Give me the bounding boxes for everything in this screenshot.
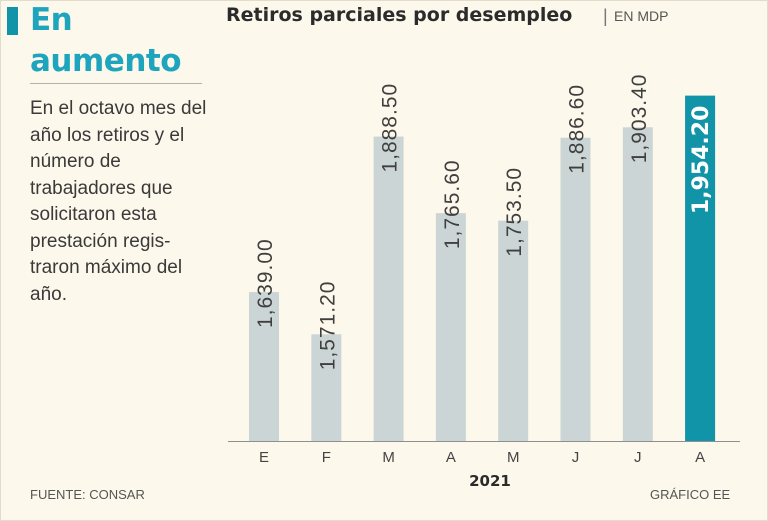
headline-line-2: aumento xyxy=(30,43,182,79)
x-axis-label: 2021 xyxy=(469,472,511,490)
value-label-6: 1,886.60 xyxy=(566,84,589,174)
title-separator: | xyxy=(603,6,608,26)
x-tick-label-5: M xyxy=(507,449,520,466)
x-tick-label-2: F xyxy=(322,449,331,466)
bar-5 xyxy=(498,220,529,441)
x-tick-label-4: A xyxy=(446,449,456,466)
chart-unit: EN MDP xyxy=(614,8,669,24)
headline-divider xyxy=(30,83,202,84)
accent-bar xyxy=(7,7,18,35)
bar-3 xyxy=(373,136,404,441)
value-label-3: 1,888.50 xyxy=(379,83,402,173)
x-tick-label-7: J xyxy=(634,449,642,466)
headline: En aumento xyxy=(30,0,182,82)
bar-1 xyxy=(249,292,279,441)
bar-6 xyxy=(560,137,591,441)
value-label-7: 1,903.40 xyxy=(628,74,651,164)
chart-title: Retiros parciales por desempleo xyxy=(226,4,573,26)
bar-2 xyxy=(311,334,342,441)
source-note: FUENTE: CONSAR xyxy=(30,487,145,502)
value-label-5: 1,753.50 xyxy=(503,167,526,257)
x-tick-label-1: E xyxy=(259,449,269,466)
value-label-4: 1,765.60 xyxy=(441,159,464,249)
graphic-credit: GRÁFICO EE xyxy=(650,487,731,502)
headline-line-1: En xyxy=(30,2,73,38)
value-label-8: 1,954.20 xyxy=(689,106,714,215)
bar-8 xyxy=(685,95,716,442)
bar-7 xyxy=(622,127,653,441)
value-label-1: 1,639.00 xyxy=(254,238,277,328)
x-tick-label-3: M xyxy=(382,449,395,466)
value-label-2: 1,571.20 xyxy=(316,281,339,371)
description-text: En el octavo mes del año los retiros y e… xyxy=(30,98,207,305)
x-tick-label-6: J xyxy=(572,449,580,466)
bar-4 xyxy=(435,213,466,441)
x-tick-label-8: A xyxy=(695,449,705,466)
